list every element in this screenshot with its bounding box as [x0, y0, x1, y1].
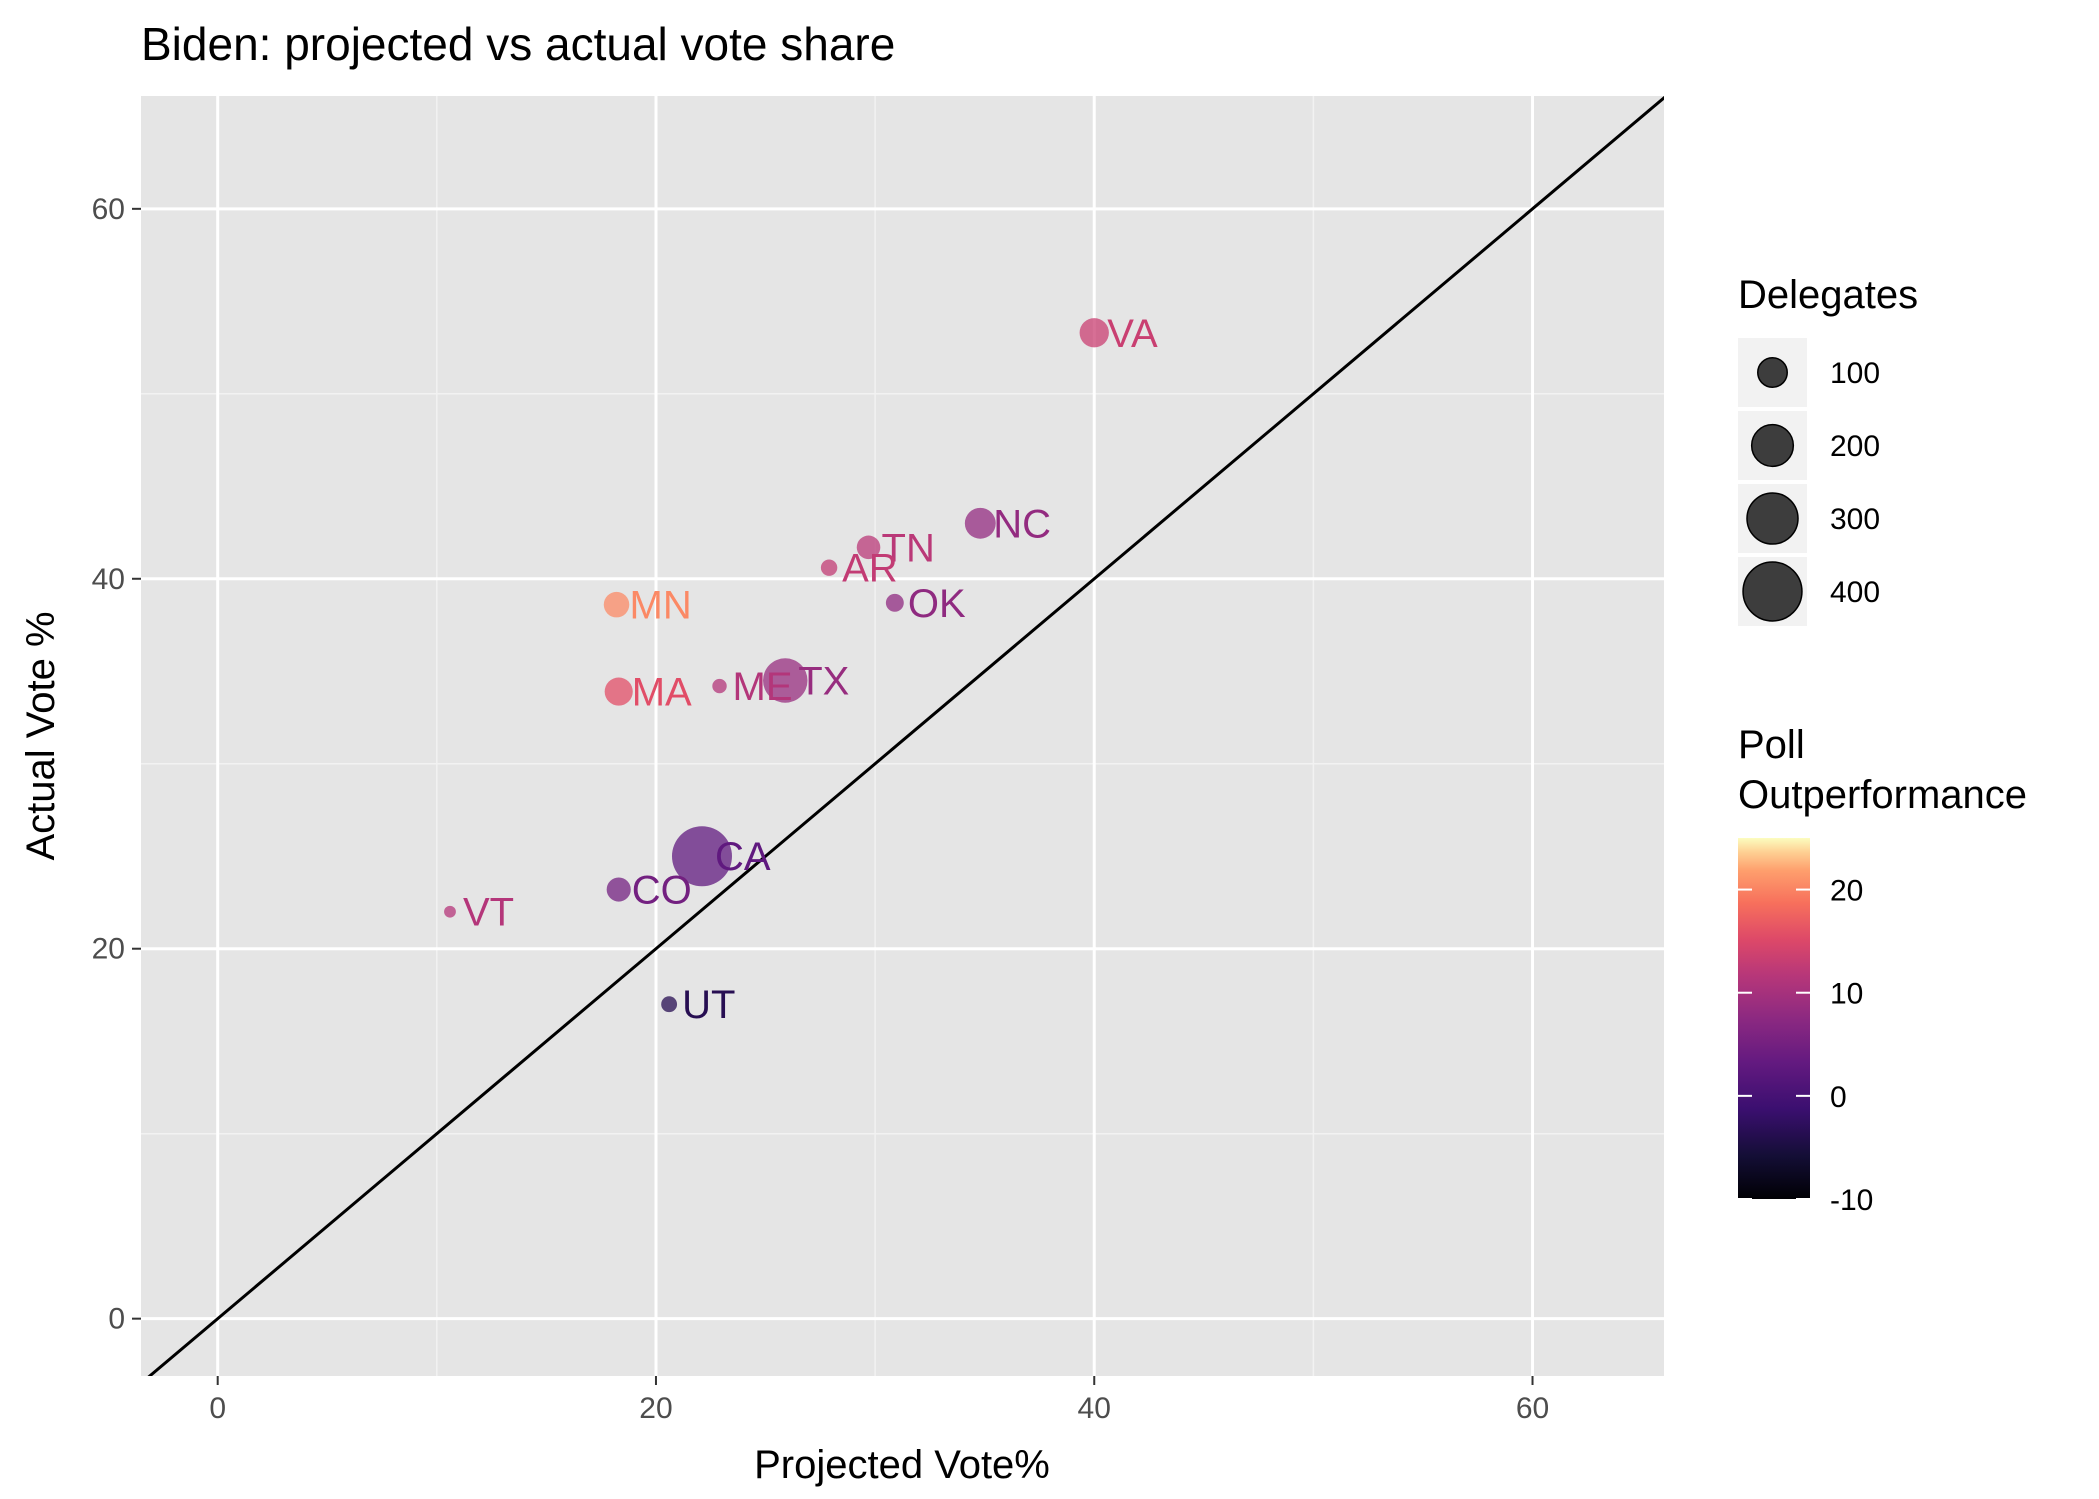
point-ma [604, 677, 633, 706]
size-legend-label: 100 [1830, 357, 1880, 390]
y-tick-label: 0 [108, 1303, 125, 1336]
point-label-ar: AR [842, 547, 898, 591]
point-tx [763, 658, 808, 703]
point-co [606, 877, 631, 902]
color-legend-label: 20 [1830, 875, 1863, 908]
chart-title: Biden: projected vs actual vote share [141, 18, 895, 70]
point-ok [885, 593, 904, 612]
point-label-tn: TN [882, 526, 935, 570]
point-label-ca: CA [715, 835, 771, 879]
color-legend-bar [1738, 838, 1810, 1199]
size-legend-key-circle [1746, 492, 1799, 545]
point-ar [820, 559, 838, 576]
size-legend-label: 300 [1830, 503, 1880, 536]
color-legend-title-line1: Poll [1738, 723, 1805, 767]
size-legend-title: Delegates [1738, 273, 1918, 317]
size-legend-key-circle [1757, 357, 1788, 388]
x-tick-label: 20 [639, 1392, 672, 1425]
point-mn [603, 591, 630, 618]
point-ut [661, 996, 678, 1013]
point-label-tx: TX [798, 660, 849, 704]
size-legend-key-circle [1742, 561, 1803, 622]
point-tn [856, 535, 881, 560]
y-tick-label: 60 [92, 193, 125, 226]
point-label-me: ME [733, 665, 793, 709]
size-legend-key-circle [1750, 423, 1795, 468]
x-axis-ticks: 0 20 40 60 [209, 1376, 1549, 1425]
color-legend-label: 0 [1830, 1081, 1847, 1114]
point-label-mn: MN [630, 584, 692, 628]
size-legend-label: 400 [1830, 576, 1880, 609]
data-points [444, 318, 1109, 1013]
identity-reference-line [147, 96, 1664, 1376]
y-tick-label: 20 [92, 933, 125, 966]
color-legend-title-line2: Outperformance [1738, 773, 2027, 817]
point-label-co: CO [632, 869, 692, 913]
grid-major [141, 96, 1664, 1376]
point-label-va: VA [1107, 312, 1158, 356]
point-label-nc: NC [993, 502, 1051, 546]
grid-minor [141, 96, 1664, 1376]
point-ca [671, 826, 732, 887]
size-legend-label: 200 [1830, 430, 1880, 463]
size-legend: Delegates 100 200 300 400 [1738, 273, 1918, 626]
color-legend: Poll Outperformance -10 0 10 20 [1738, 723, 2027, 1217]
x-tick-label: 40 [1078, 1392, 1111, 1425]
point-label-vt: VT [463, 891, 514, 935]
x-axis-title: Projected Vote% [754, 1443, 1050, 1487]
point-vt [444, 905, 456, 918]
y-tick-label: 40 [92, 563, 125, 596]
x-tick-label: 0 [209, 1392, 226, 1425]
y-axis-title: Actual Vote % [19, 611, 63, 860]
color-legend-label: 10 [1830, 978, 1863, 1011]
x-tick-label: 60 [1516, 1392, 1549, 1425]
point-va [1079, 318, 1109, 348]
point-label-ma: MA [632, 671, 692, 715]
plot-panel [141, 96, 1664, 1376]
y-axis-ticks: 0 20 40 60 [92, 193, 141, 1336]
point-label-ok: OK [908, 582, 966, 626]
point-label-ut: UT [682, 983, 735, 1027]
color-legend-label: -10 [1830, 1184, 1873, 1217]
point-me [712, 678, 727, 694]
point-nc [964, 507, 996, 539]
